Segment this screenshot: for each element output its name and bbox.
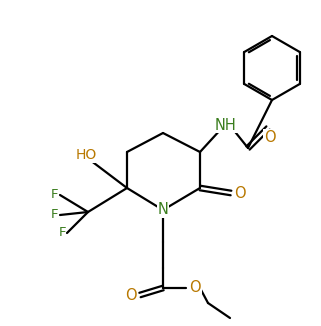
Text: O: O — [125, 288, 137, 303]
Text: O: O — [189, 280, 201, 295]
Text: N: N — [158, 202, 169, 217]
Text: O: O — [264, 129, 276, 144]
Text: F: F — [51, 209, 59, 221]
Text: HO: HO — [75, 148, 97, 162]
Text: F: F — [58, 227, 66, 240]
Text: F: F — [51, 188, 59, 201]
Text: O: O — [234, 185, 246, 200]
Text: NH: NH — [215, 117, 237, 132]
